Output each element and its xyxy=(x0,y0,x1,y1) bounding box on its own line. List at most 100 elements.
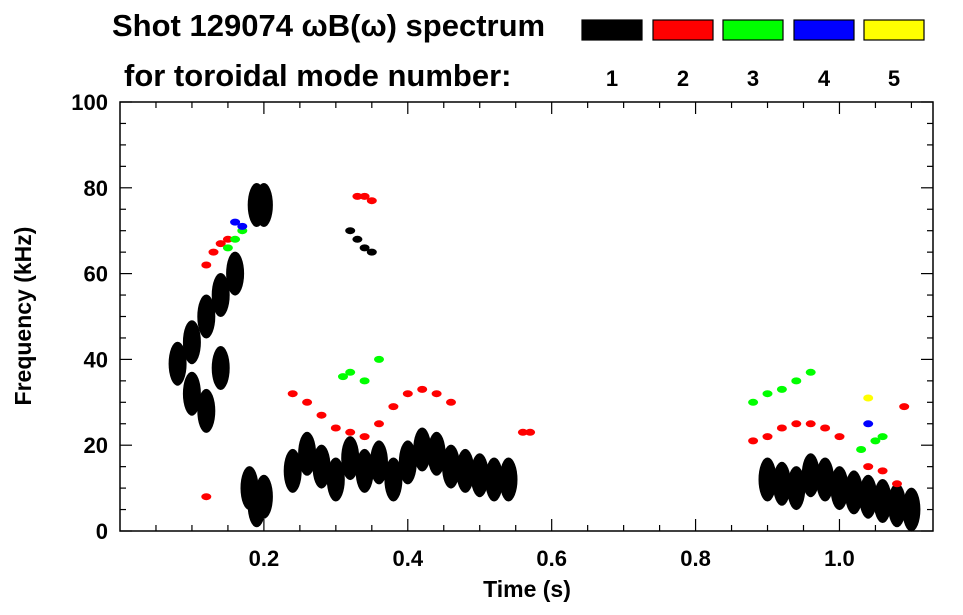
spectrum-point-mode-3 xyxy=(338,373,348,381)
x-tick-label: 0.8 xyxy=(680,546,711,571)
spectrum-point-mode-2 xyxy=(446,398,456,406)
spectrum-point-mode-1 xyxy=(772,461,791,506)
spectrum-point-mode-2 xyxy=(352,192,363,200)
spectrum-point-mode-1 xyxy=(758,457,777,502)
spectrum-point-mode-3 xyxy=(374,355,384,363)
x-tick-label: 0.2 xyxy=(249,546,280,571)
legend-swatch-mode-2 xyxy=(652,19,714,41)
spectrum-point-mode-2 xyxy=(302,398,313,406)
spectrum-point-mode-1 xyxy=(787,466,806,511)
spectrum-point-mode-5 xyxy=(863,394,874,402)
spectrum-point-mode-2 xyxy=(330,424,341,432)
spectrum-point-mode-2 xyxy=(287,390,298,398)
spectrum-point-mode-4 xyxy=(230,218,241,226)
spectrum-point-mode-1 xyxy=(211,346,230,390)
spectrum-point-mode-2 xyxy=(517,428,528,436)
spectrum-point-mode-3 xyxy=(856,446,867,453)
y-tick-label: 20 xyxy=(84,433,108,458)
spectrum-point-mode-1 xyxy=(844,470,863,515)
y-tick-label: 60 xyxy=(84,262,108,287)
spectrum-point-mode-1 xyxy=(326,457,345,502)
spectrum-point-mode-2 xyxy=(834,433,845,441)
spectrum-point-mode-1 xyxy=(197,388,216,433)
spectrum-point-mode-1 xyxy=(384,457,403,502)
x-tick-label: 0.4 xyxy=(392,546,423,571)
spectrum-point-mode-3 xyxy=(877,433,888,441)
spectrum-point-mode-2 xyxy=(791,420,802,428)
spectrum-point-mode-1 xyxy=(427,431,446,476)
spectrum-point-mode-2 xyxy=(366,197,377,205)
spectrum-point-mode-1 xyxy=(873,479,892,523)
legend: 1 2 3 4 5 xyxy=(581,19,925,91)
spectrum-point-mode-3 xyxy=(805,368,816,376)
spectrum-point-mode-3 xyxy=(791,377,802,385)
spectrum-point-mode-2 xyxy=(201,261,212,269)
spectrum-point-mode-1 xyxy=(888,483,906,528)
spectrum-point-mode-2 xyxy=(877,467,888,475)
legend-swatch-mode-5 xyxy=(863,19,925,41)
spectrum-point-mode-2 xyxy=(776,424,787,432)
spectrum-point-mode-4 xyxy=(237,222,248,230)
spectrum-point-mode-1 xyxy=(413,427,432,472)
spectrum-point-mode-2 xyxy=(431,390,442,398)
spectrum-point-mode-1 xyxy=(182,371,201,416)
spectrum-point-mode-2 xyxy=(748,437,759,445)
x-tick-label: 1.0 xyxy=(824,546,855,571)
spectrum-point-mode-1 xyxy=(298,431,317,476)
spectrum-point-mode-1 xyxy=(352,235,363,243)
spectrum-point-mode-3 xyxy=(230,235,241,243)
spectrum-point-mode-1 xyxy=(816,457,835,502)
spectrum-marks xyxy=(168,183,921,532)
spectrum-point-mode-1 xyxy=(859,474,878,519)
spectrum-point-mode-2 xyxy=(316,411,327,419)
spectrum-point-mode-2 xyxy=(359,433,370,441)
spectrum-point-mode-1 xyxy=(211,273,230,317)
spectrum-point-mode-2 xyxy=(201,493,212,501)
spectrum-point-mode-1 xyxy=(359,244,370,252)
y-tick-label: 80 xyxy=(84,176,108,201)
spectrum-point-mode-2 xyxy=(402,390,413,398)
spectrum-point-mode-1 xyxy=(456,448,475,493)
y-tick-label: 0 xyxy=(96,519,108,544)
spectrum-point-mode-1 xyxy=(398,440,417,485)
legend-label-mode-4: 4 xyxy=(818,66,831,91)
spectrum-point-mode-2 xyxy=(359,192,370,200)
spectrum-point-mode-2 xyxy=(863,463,874,471)
spectrum-point-mode-2 xyxy=(820,424,831,432)
spectrum-point-mode-1 xyxy=(355,448,374,493)
spectrum-point-mode-3 xyxy=(748,398,759,406)
legend-swatch-mode-3 xyxy=(722,19,784,41)
legend-label-mode-1: 1 xyxy=(606,66,618,91)
spectrum-point-mode-1 xyxy=(345,227,356,235)
spectrum-point-mode-1 xyxy=(182,320,201,365)
spectrum-point-mode-1 xyxy=(254,474,273,519)
spectrum-point-mode-2 xyxy=(525,428,536,436)
legend-label-mode-5: 5 xyxy=(888,66,900,91)
spectrum-point-mode-2 xyxy=(805,420,816,428)
chart-title-line2: for toroidal mode number: xyxy=(124,58,512,93)
chart-title-line1: Shot 129074 ωB(ω) spectrum xyxy=(112,8,545,43)
spectrum-point-mode-1 xyxy=(226,251,245,296)
spectrum-point-mode-1 xyxy=(801,453,820,498)
y-tick-label: 40 xyxy=(84,347,108,372)
x-axis-label: Time (s) xyxy=(483,576,571,602)
spectrum-point-mode-3 xyxy=(222,244,233,252)
spectrum-point-mode-2 xyxy=(345,428,356,436)
spectrum-point-mode-1 xyxy=(902,487,921,532)
spectrum-point-mode-2 xyxy=(208,248,219,256)
legend-swatch-mode-4 xyxy=(793,19,855,41)
spectrum-point-mode-1 xyxy=(197,294,216,339)
spectrum-point-mode-2 xyxy=(762,433,773,441)
legend-swatch-mode-1 xyxy=(581,19,643,41)
spectrum-point-mode-1 xyxy=(499,457,518,502)
spectrum-point-mode-1 xyxy=(168,341,187,386)
spectrum-point-mode-2 xyxy=(374,420,384,428)
legend-label-mode-3: 3 xyxy=(747,66,759,91)
spectrum-point-mode-2 xyxy=(417,385,428,393)
spectrum-point-mode-2 xyxy=(222,235,233,243)
spectrum-point-mode-4 xyxy=(863,420,874,428)
legend-label-mode-2: 2 xyxy=(677,66,689,91)
spectrum-point-mode-1 xyxy=(470,453,489,498)
spectrum-point-mode-2 xyxy=(892,480,902,488)
